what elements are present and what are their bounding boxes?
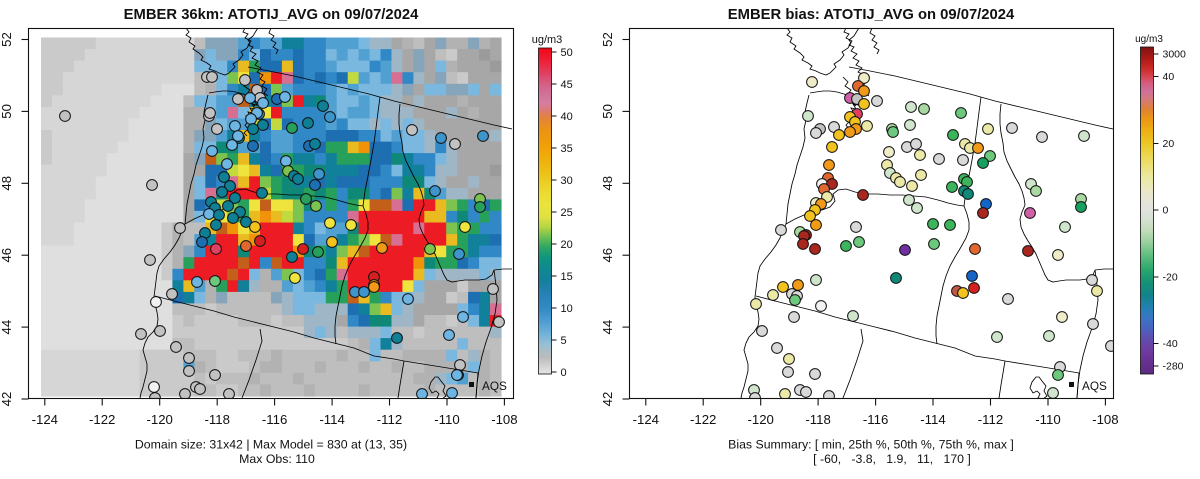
svg-text:Bias Summary: [ min, 25th %, 5: Bias Summary: [ min, 25th %, 50th %, 75t…	[728, 438, 1014, 452]
svg-text:[ -60, -3.8, 1.9, 11,: [ -60, -3.8, 1.9, 11, 170 ]	[813, 452, 971, 466]
svg-text:3000: 3000	[1163, 49, 1187, 61]
svg-text:52: 52	[0, 32, 14, 47]
svg-text:EMBER 36km: ATOTIJ_AVG on 09/0: EMBER 36km: ATOTIJ_AVG on 09/07/2024	[124, 7, 419, 23]
svg-text:-114: -114	[920, 412, 945, 427]
svg-text:44: 44	[0, 320, 14, 335]
svg-text:46: 46	[600, 248, 615, 263]
svg-text:50: 50	[600, 104, 615, 119]
svg-text:-40: -40	[1163, 338, 1178, 350]
svg-text:-110: -110	[434, 412, 459, 427]
svg-text:-124: -124	[633, 412, 659, 427]
svg-text:40: 40	[561, 111, 573, 123]
svg-text:44: 44	[600, 320, 615, 335]
svg-text:Domain size: 31x42 | Max Model: Domain size: 31x42 | Max Model = 830 at …	[135, 438, 407, 452]
svg-text:-112: -112	[377, 412, 402, 427]
svg-text:42: 42	[0, 392, 14, 407]
svg-text:20: 20	[1163, 138, 1175, 150]
svg-text:52: 52	[600, 32, 615, 47]
svg-text:-120: -120	[747, 412, 773, 427]
svg-text:48: 48	[0, 176, 14, 191]
svg-text:-280: -280	[1163, 361, 1184, 373]
svg-text:Max Obs: 110: Max Obs: 110	[239, 452, 315, 466]
svg-text:EMBER bias: ATOTIJ_AVG on 09/0: EMBER bias: ATOTIJ_AVG on 09/07/2024	[728, 7, 1015, 23]
svg-text:50: 50	[561, 47, 573, 59]
svg-text:10: 10	[561, 303, 573, 315]
svg-text:25: 25	[561, 207, 573, 219]
svg-text:-108: -108	[1092, 412, 1118, 427]
svg-text:AQS: AQS	[482, 379, 507, 393]
svg-text:15: 15	[561, 271, 573, 283]
svg-text:-116: -116	[863, 412, 888, 427]
svg-text:-112: -112	[978, 412, 1003, 427]
svg-text:-120: -120	[146, 412, 172, 427]
svg-text:48: 48	[600, 176, 615, 191]
svg-text:-122: -122	[690, 412, 716, 427]
svg-text:ug/m3: ug/m3	[532, 34, 563, 46]
svg-text:42: 42	[600, 392, 615, 407]
svg-text:20: 20	[561, 239, 573, 251]
svg-text:5: 5	[561, 335, 567, 347]
svg-text:-118: -118	[805, 412, 830, 427]
svg-text:30: 30	[561, 175, 573, 187]
svg-text:50: 50	[0, 104, 14, 119]
svg-text:ug/m3: ug/m3	[1135, 34, 1163, 45]
svg-text:-122: -122	[89, 412, 115, 427]
svg-text:-124: -124	[32, 412, 58, 427]
svg-text:0: 0	[1163, 205, 1169, 217]
svg-text:-118: -118	[204, 412, 229, 427]
svg-text:-114: -114	[319, 412, 344, 427]
svg-text:-110: -110	[1035, 412, 1060, 427]
svg-text:35: 35	[561, 143, 573, 155]
svg-text:46: 46	[0, 248, 14, 263]
svg-text:-108: -108	[491, 412, 517, 427]
svg-text:-20: -20	[1163, 272, 1178, 284]
svg-text:45: 45	[561, 79, 573, 91]
svg-text:0: 0	[561, 367, 567, 379]
svg-text:-116: -116	[262, 412, 287, 427]
svg-text:40: 40	[1163, 71, 1175, 83]
svg-text:AQS: AQS	[1082, 379, 1107, 393]
